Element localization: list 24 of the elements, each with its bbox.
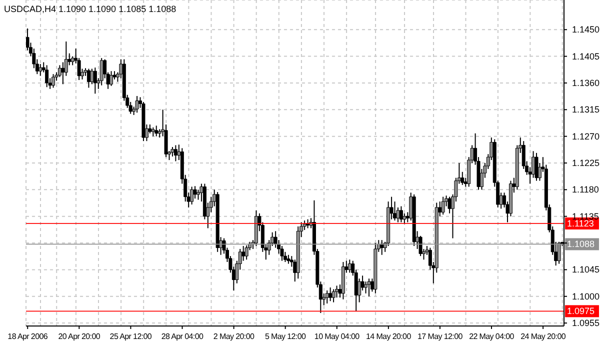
x-tick-label: 24 May 20:00 <box>520 332 566 341</box>
y-tick-label: 1.1225 <box>572 158 600 168</box>
x-tick-label: 18 Apr 2006 <box>8 332 48 341</box>
x-tick-label: 10 May 04:00 <box>314 332 360 341</box>
y-tick-label: 1.0955 <box>572 318 600 328</box>
x-tick-label: 2 May 20:00 <box>213 332 255 341</box>
y-tick-label: 1.1405 <box>572 51 600 62</box>
ref-line-label: 1.1088 <box>567 239 595 250</box>
y-tick-label: 1.1000 <box>572 291 600 302</box>
x-tick-label: 28 Apr 04:00 <box>161 332 204 341</box>
x-tick-label: 14 May 20:00 <box>366 332 412 341</box>
x-tick-label: 20 Apr 20:00 <box>58 332 101 341</box>
y-tick-label: 1.1360 <box>572 78 600 88</box>
x-tick-label: 22 May 04:00 <box>469 332 515 341</box>
x-tick-label: 5 May 12:00 <box>264 332 307 341</box>
y-tick-label: 1.1315 <box>572 104 600 115</box>
ref-line-label: 1.0975 <box>567 306 595 316</box>
text: USDCAD,H4 1.1090 1.1090 1.1085 1.1088 <box>4 4 176 14</box>
x-tick-label: 17 May 12:00 <box>418 332 464 341</box>
x-tick-label: 25 Apr 12:00 <box>110 332 152 341</box>
y-tick-label: 1.1270 <box>572 131 600 142</box>
y-tick-label: 1.1045 <box>572 264 600 275</box>
y-tick-label: 1.1180 <box>572 184 599 195</box>
y-tick-label: 1.1450 <box>572 24 600 35</box>
